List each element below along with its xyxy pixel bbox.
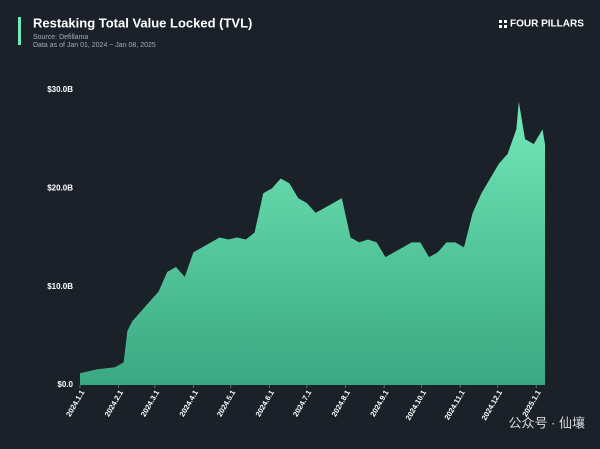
note: Data as of Jan 01, 2024 ~ Jan 08, 2025 — [33, 42, 156, 49]
y-tick-label: $0.0 — [57, 380, 73, 389]
accent-bar — [18, 17, 21, 45]
area — [80, 101, 545, 386]
y-tick-label: $20.0B — [47, 183, 73, 192]
chart-title: Restaking Total Value Locked (TVL) — [33, 15, 252, 30]
watermark: 公众号 · 仙壤 — [508, 415, 585, 430]
subtitle: Source: Defillama — [33, 34, 88, 41]
brand-icon — [499, 20, 507, 28]
brand: FOUR PILLARS — [510, 19, 584, 30]
y-tick-label: $10.0B — [47, 282, 73, 291]
y-tick-label: $30.0B — [47, 85, 73, 94]
